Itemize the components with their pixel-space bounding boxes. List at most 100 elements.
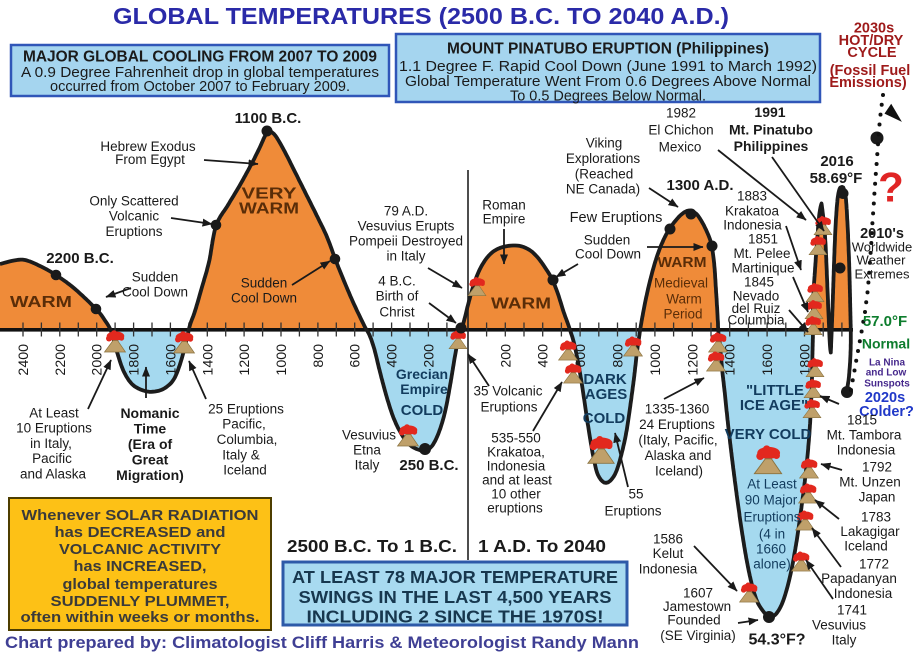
svg-text:AT LEAST 78 MAJOR TEMPERATURE: AT LEAST 78 MAJOR TEMPERATURE: [292, 567, 618, 587]
svg-text:35 Volcanic: 35 Volcanic: [473, 384, 542, 399]
svg-text:AGES: AGES: [585, 386, 628, 403]
svg-text:NE Canada): NE Canada): [566, 182, 640, 197]
svg-text:Mt. Pinatubo: Mt. Pinatubo: [729, 121, 813, 137]
svg-text:2020s: 2020s: [865, 390, 905, 406]
svg-text:1000: 1000: [274, 344, 290, 376]
svg-text:10 Eruptions: 10 Eruptions: [16, 421, 92, 436]
svg-text:1783: 1783: [861, 510, 891, 525]
svg-text:1200: 1200: [237, 344, 253, 376]
svg-text:2200: 2200: [53, 344, 69, 376]
svg-text:Global Temperature Went From 0: Global Temperature Went From 0.6 Degrees…: [405, 74, 811, 90]
svg-text:(Italy, Pacific,: (Italy, Pacific,: [638, 433, 717, 448]
svg-text:1800: 1800: [127, 344, 143, 376]
svg-text:COLD: COLD: [583, 410, 626, 427]
svg-text:Emissions): Emissions): [829, 75, 907, 91]
svg-text:in Italy,: in Italy,: [30, 436, 72, 451]
svg-text:eruptions: eruptions: [487, 501, 543, 516]
svg-text:Empire: Empire: [483, 212, 526, 227]
svg-text:2016: 2016: [820, 153, 853, 170]
svg-text:90 Major: 90 Major: [745, 493, 798, 508]
svg-text:Colder?: Colder?: [859, 404, 914, 420]
svg-text:Migration): Migration): [116, 467, 184, 483]
svg-text:Extremes: Extremes: [855, 267, 910, 282]
svg-text:Sudden: Sudden: [584, 233, 631, 248]
svg-text:COLD: COLD: [401, 402, 444, 419]
svg-text:Empire: Empire: [400, 381, 448, 397]
svg-text:Italy: Italy: [832, 633, 857, 648]
svg-text:(Fossil Fuel: (Fossil Fuel: [830, 63, 911, 79]
svg-text:Mt. Unzen: Mt. Unzen: [839, 475, 901, 490]
svg-text:2400: 2400: [16, 344, 32, 376]
svg-text:Jamestown: Jamestown: [663, 599, 731, 614]
svg-text:Whenever SOLAR RADIATION: Whenever SOLAR RADIATION: [22, 507, 259, 524]
svg-text:1000: 1000: [648, 344, 664, 376]
svg-text:and at least: and at least: [482, 473, 552, 488]
svg-text:1 A.D. To 2040: 1 A.D. To 2040: [478, 536, 606, 556]
svg-text:Iceland: Iceland: [844, 539, 888, 554]
svg-text:occurred from October 2007 to: occurred from October 2007 to February 2…: [50, 78, 350, 95]
svg-text:Mexico: Mexico: [659, 140, 702, 155]
svg-text:Cool Down: Cool Down: [575, 247, 641, 262]
svg-text:Christ: Christ: [379, 305, 415, 320]
svg-text:and Alaska: and Alaska: [20, 467, 87, 482]
svg-text:Columbia: Columbia: [727, 313, 785, 328]
svg-text:Founded: Founded: [667, 613, 720, 628]
svg-text:Viking: Viking: [586, 136, 623, 151]
svg-text:Time: Time: [134, 420, 167, 436]
svg-text:1845: 1845: [744, 275, 774, 290]
svg-text:Cool Down: Cool Down: [122, 285, 188, 300]
svg-text:2030s: 2030s: [854, 21, 894, 37]
svg-text:WARM: WARM: [239, 201, 299, 218]
svg-text:Japan: Japan: [859, 490, 896, 505]
svg-text:Pacific: Pacific: [32, 451, 72, 466]
svg-text:Indonesia: Indonesia: [837, 443, 896, 458]
svg-text:Nomanic: Nomanic: [120, 405, 179, 421]
svg-text:Indonesia: Indonesia: [723, 218, 782, 233]
svg-text:57.0°F: 57.0°F: [863, 313, 907, 330]
svg-text:Few Eruptions: Few Eruptions: [570, 210, 663, 226]
svg-text:Cool Down: Cool Down: [231, 291, 297, 306]
svg-text:Vesuvius: Vesuvius: [812, 618, 866, 633]
svg-text:alone): alone): [753, 557, 791, 572]
svg-text:A 0.9 Degree Fahrenheit drop i: A 0.9 Degree Fahrenheit drop in global t…: [21, 64, 379, 81]
svg-text:Birth of: Birth of: [376, 289, 419, 304]
svg-text:GLOBAL TEMPERATURES (2500 B.C.: GLOBAL TEMPERATURES (2500 B.C. TO 2040 A…: [113, 3, 729, 29]
svg-text:Vesuvius Erupts: Vesuvius Erupts: [358, 219, 455, 234]
svg-text:Iceland: Iceland: [223, 463, 267, 478]
svg-text:often within weeks or months.: often within weeks or months.: [21, 609, 260, 626]
svg-text:has INCREASED,: has INCREASED,: [74, 558, 207, 575]
svg-text:4 B.C.: 4 B.C.: [378, 274, 416, 289]
svg-text:VERY: VERY: [242, 186, 297, 203]
svg-text:El Chichon: El Chichon: [648, 123, 713, 138]
svg-text:Warm: Warm: [666, 292, 702, 307]
svg-text:in Italy: in Italy: [386, 249, 425, 264]
svg-text:1600: 1600: [760, 344, 776, 376]
svg-text:Papadanyan: Papadanyan: [821, 571, 897, 586]
svg-text:ICE AGE": ICE AGE": [740, 397, 808, 414]
svg-text:600: 600: [348, 344, 364, 368]
svg-text:DARK: DARK: [583, 371, 626, 388]
svg-text:del Ruiz: del Ruiz: [732, 301, 781, 316]
svg-text:Alaska and: Alaska and: [645, 448, 712, 463]
svg-text:Krakatoa,: Krakatoa,: [487, 445, 545, 460]
svg-text:2000: 2000: [90, 344, 106, 376]
svg-text:800: 800: [311, 344, 327, 368]
svg-text:Weather: Weather: [857, 253, 907, 268]
svg-text:Period: Period: [663, 307, 702, 322]
svg-text:200: 200: [498, 344, 514, 368]
svg-text:CYCLE: CYCLE: [847, 45, 896, 61]
svg-text:24 Eruptions: 24 Eruptions: [639, 417, 715, 432]
svg-text:Eruptions: Eruptions: [604, 504, 661, 519]
svg-text:Nevado: Nevado: [733, 289, 780, 304]
svg-text:(4 in: (4 in: [759, 527, 785, 542]
svg-text:Eruptions: Eruptions: [480, 400, 537, 415]
svg-text:1586: 1586: [653, 532, 683, 547]
svg-text:Lakagigar: Lakagigar: [840, 524, 900, 539]
svg-text:HOT/DRY: HOT/DRY: [839, 33, 904, 49]
svg-text:1792: 1792: [862, 460, 892, 475]
svg-text:(SE Virginia): (SE Virginia): [660, 628, 736, 643]
svg-text:MAJOR GLOBAL COOLING FROM 2007: MAJOR GLOBAL COOLING FROM 2007 TO 2009: [23, 48, 377, 65]
svg-text:has DECREASED and: has DECREASED and: [55, 524, 226, 541]
svg-text:At Least: At Least: [29, 406, 79, 421]
svg-text:Italy: Italy: [355, 458, 380, 473]
